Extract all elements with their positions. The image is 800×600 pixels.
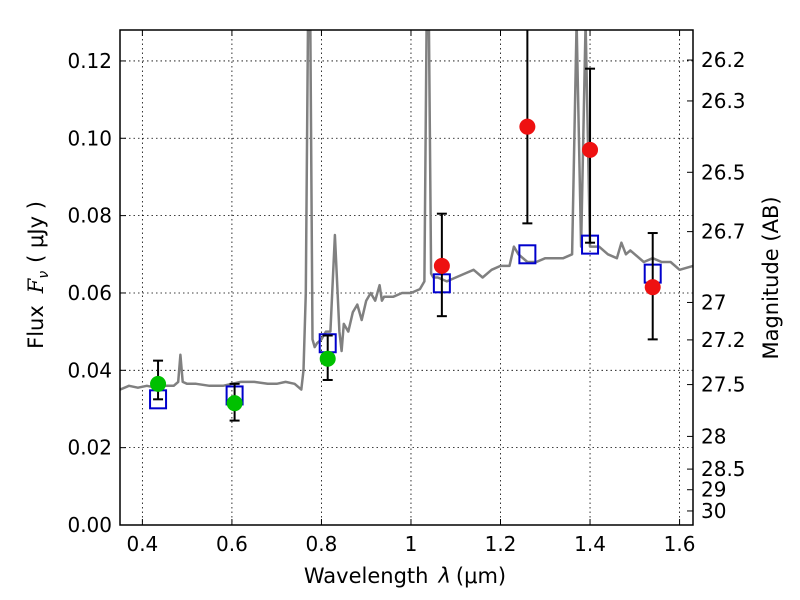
y-tick-label: 0.00 <box>67 513 112 537</box>
x-tick-label: 0.8 <box>306 532 338 556</box>
y2-tick-label: 28.5 <box>701 457 746 481</box>
x-tick-label: 1.4 <box>574 532 606 556</box>
x-tick-label: 0.4 <box>126 532 158 556</box>
y2-axis-label: Magnitude (AB) <box>759 196 783 359</box>
y2-tick-label: 26.2 <box>701 48 746 72</box>
y-axis-label: FluxFν( μJy ) <box>24 201 52 349</box>
x-axis-ticks: 0.4 0.6 0.8 1 1.2 1.4 1.6 <box>126 30 695 556</box>
observed-photometry-point <box>433 257 450 274</box>
y2-tick-label: 28 <box>701 424 726 448</box>
observed-photometry-point <box>519 118 536 135</box>
y2-tick-label: 26.3 <box>701 89 746 113</box>
y2-tick-label: 27.5 <box>701 373 746 397</box>
observed-photometry-point <box>644 279 661 296</box>
grid-lines <box>120 30 693 526</box>
y-tick-label: 0.02 <box>67 436 112 460</box>
y2-tick-label: 30 <box>701 499 726 523</box>
plot-frame <box>119 29 694 526</box>
y2-tick-label: 27 <box>701 290 726 314</box>
observed-photometry-point <box>319 350 336 367</box>
y-tick-label: 0.12 <box>67 49 112 73</box>
y-tick-label: 0.04 <box>67 358 112 382</box>
x-tick-label: 1.2 <box>485 532 517 556</box>
y2-tick-label: 26.5 <box>701 160 746 184</box>
x-tick-label: 1.6 <box>664 532 696 556</box>
y-tick-label: 0.10 <box>67 126 112 150</box>
y2-tick-label: 26.7 <box>701 220 746 244</box>
y-axis-ticks: 0.00 0.02 0.04 0.06 0.08 0.10 0.12 <box>67 49 126 537</box>
x-tick-label: 0.6 <box>216 532 248 556</box>
observed-photometry-point <box>226 395 243 412</box>
y-tick-label: 0.08 <box>67 204 112 228</box>
x-tick-label: 1 <box>405 532 418 556</box>
observed-photometry-point <box>150 375 167 392</box>
model-photometry-point <box>518 244 537 265</box>
observed-photometry-point <box>582 141 599 158</box>
y-tick-label: 0.06 <box>67 281 112 305</box>
y2-tick-label: 27.2 <box>701 328 746 352</box>
observed-photometry-layer <box>150 30 661 422</box>
y2-tick-label: 29 <box>701 478 726 502</box>
x-axis-label: Wavelength λ (μm) <box>304 564 506 588</box>
model-spectrum-layer <box>120 30 693 391</box>
model-photometry-layer <box>149 234 662 410</box>
model-spectrum-line <box>120 30 693 391</box>
